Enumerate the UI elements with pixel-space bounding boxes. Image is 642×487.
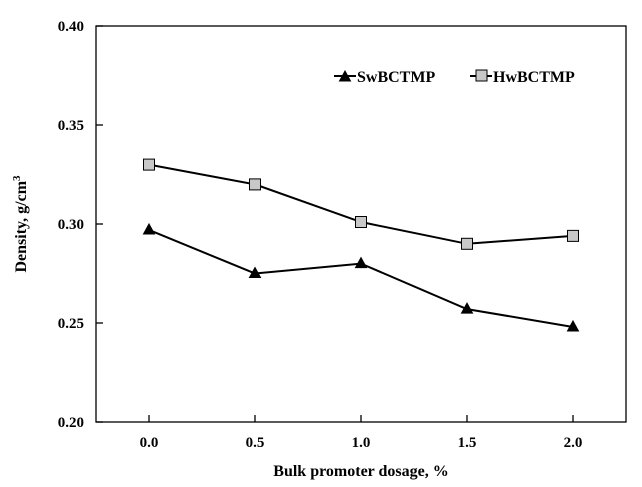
data-point-swbctmp [142,222,156,235]
y-tick-label: 0.20 [58,415,84,431]
x-tick-label: 0.0 [140,435,159,451]
series-line-hwbctmp [148,163,574,245]
data-point-hwbctmp [461,237,473,250]
legend-label-swbctmp: SwBCTMP [357,69,435,86]
x-axis-title: Bulk promoter dosage, % [273,463,448,480]
legend-marker-swbctmp-triangle-icon [338,69,352,82]
data-point-swbctmp [248,266,262,278]
data-point-hwbctmp [143,158,155,171]
data-point-swbctmp [460,302,474,314]
data-point-hwbctmp [355,216,367,229]
x-axis: 0.0 0.5 1.0 1.5 2.0 [140,415,583,451]
y-axis-title-superscript: 3 [11,175,23,181]
y-axis: 0.20 0.25 0.30 0.35 0.40 [58,19,103,431]
data-point-hwbctmp [249,178,261,191]
x-tick-label: 0.5 [246,435,265,451]
legend-entry-swbctmp: SwBCTMP [334,69,435,86]
x-tick-label: 2.0 [564,435,583,451]
x-tick-label: 1.5 [458,435,477,451]
data-point-hwbctmp [567,229,579,242]
data-point-swbctmp [354,256,368,269]
series-layer [142,158,580,332]
x-tick-label: 1.0 [352,435,371,451]
legend-label-hwbctmp: HwBCTMP [493,69,575,86]
y-tick-label: 0.35 [58,118,84,134]
legend-marker-hwbctmp-square-icon [475,69,488,82]
series-line-swbctmp [148,229,574,328]
y-tick-label: 0.40 [58,19,84,35]
y-tick-label: 0.30 [58,217,84,233]
data-point-swbctmp [566,319,580,332]
y-axis-title: Density, g/cm3 [11,175,30,273]
y-axis-title-main: Density, g/cm [13,180,30,272]
legend: SwBCTMP HwBCTMP [334,69,575,86]
y-tick-label: 0.25 [58,316,84,332]
legend-entry-hwbctmp: HwBCTMP [470,69,575,86]
